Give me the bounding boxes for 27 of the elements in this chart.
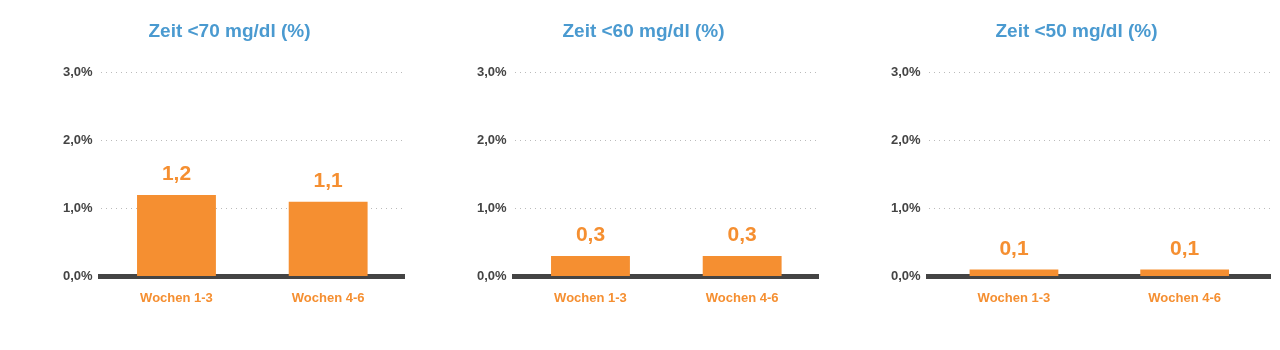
data-label: 0,3 [575,222,606,246]
y-tick-label: 2,0% [476,132,508,148]
y-tick-label: 0,0% [476,267,508,283]
y-tick-label: 0,0% [62,267,94,283]
data-label: 0,3 [727,222,757,246]
x-tick-label: Wochen 4-6 [1148,289,1222,305]
x-tick-label: Wochen 4-6 [291,289,365,305]
y-tick-label: 2,0% [62,132,94,148]
y-tick-label: 3,0% [890,64,922,80]
y-tick-label: 1,0% [890,200,922,216]
chart-title: Zeit <60 mg/dl (%) [562,19,725,41]
data-label: 0,1 [1170,235,1200,259]
y-tick-label: 3,0% [62,64,94,80]
data-label: 1,1 [313,168,344,192]
data-label: 0,1 [999,235,1029,259]
y-tick-label: 0,0% [890,267,922,283]
x-tick-label: Wochen 1-3 [140,289,213,305]
x-tick-label: Wochen 1-3 [977,289,1051,305]
y-tick-label: 1,0% [476,200,508,216]
chart-title: Zeit <50 mg/dl (%) [995,19,1158,41]
x-tick-label: Wochen 4-6 [705,289,779,305]
x-tick-label: Wochen 1-3 [554,289,627,305]
y-tick-label: 2,0% [890,132,922,148]
chart-title: Zeit <70 mg/dl (%) [148,19,311,41]
data-label: 1,2 [161,161,192,185]
y-tick-label: 3,0% [476,64,508,80]
y-tick-label: 1,0% [62,200,94,216]
